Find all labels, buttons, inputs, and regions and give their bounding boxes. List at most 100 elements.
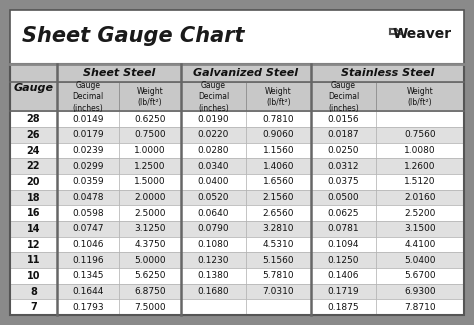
- Text: 5.0400: 5.0400: [404, 256, 436, 265]
- FancyBboxPatch shape: [57, 299, 119, 315]
- Text: 26: 26: [27, 130, 40, 140]
- Text: Gauge
Decimal
(inches): Gauge Decimal (inches): [73, 81, 104, 113]
- Text: 0.1380: 0.1380: [198, 271, 229, 280]
- Text: 0.1875: 0.1875: [328, 303, 359, 312]
- FancyBboxPatch shape: [10, 299, 57, 315]
- Text: 0.0640: 0.0640: [198, 209, 229, 218]
- FancyBboxPatch shape: [376, 284, 464, 299]
- Text: 1.1560: 1.1560: [263, 146, 294, 155]
- Text: 0.0220: 0.0220: [198, 130, 229, 139]
- FancyBboxPatch shape: [246, 190, 311, 205]
- FancyBboxPatch shape: [246, 268, 311, 284]
- Text: 0.1644: 0.1644: [73, 287, 104, 296]
- Text: 1.4060: 1.4060: [263, 162, 294, 171]
- Text: 0.0187: 0.0187: [328, 130, 359, 139]
- FancyBboxPatch shape: [57, 111, 119, 127]
- FancyBboxPatch shape: [181, 64, 311, 83]
- Text: 0.0312: 0.0312: [328, 162, 359, 171]
- Text: 2.5200: 2.5200: [404, 209, 436, 218]
- Text: 4.5310: 4.5310: [263, 240, 294, 249]
- Text: 0.0790: 0.0790: [198, 224, 229, 233]
- Text: 0.0478: 0.0478: [72, 193, 104, 202]
- Text: 16: 16: [27, 208, 40, 218]
- Text: Weight
(lb/ft²): Weight (lb/ft²): [137, 87, 164, 107]
- FancyBboxPatch shape: [376, 158, 464, 174]
- FancyBboxPatch shape: [311, 64, 464, 83]
- FancyBboxPatch shape: [57, 127, 119, 143]
- FancyBboxPatch shape: [376, 127, 464, 143]
- Text: 0.0375: 0.0375: [328, 177, 359, 186]
- Text: 0.0179: 0.0179: [72, 130, 104, 139]
- Text: Sheet Steel: Sheet Steel: [83, 68, 155, 78]
- Text: 4.4100: 4.4100: [404, 240, 436, 249]
- FancyBboxPatch shape: [311, 190, 376, 205]
- FancyBboxPatch shape: [376, 143, 464, 158]
- Text: 0.7810: 0.7810: [263, 115, 294, 124]
- Text: Gauge: Gauge: [13, 83, 54, 93]
- Text: 0.0625: 0.0625: [328, 209, 359, 218]
- Text: 6.8750: 6.8750: [134, 287, 166, 296]
- FancyBboxPatch shape: [376, 221, 464, 237]
- Text: 2.0000: 2.0000: [134, 193, 166, 202]
- FancyBboxPatch shape: [119, 268, 181, 284]
- FancyBboxPatch shape: [311, 268, 376, 284]
- FancyBboxPatch shape: [181, 111, 246, 127]
- Text: 0.1719: 0.1719: [328, 287, 359, 296]
- Text: 0.1080: 0.1080: [198, 240, 229, 249]
- FancyBboxPatch shape: [57, 64, 181, 83]
- Text: 0.6250: 0.6250: [134, 115, 166, 124]
- Text: 7: 7: [30, 302, 37, 312]
- Text: 5.6700: 5.6700: [404, 271, 436, 280]
- FancyBboxPatch shape: [181, 158, 246, 174]
- FancyBboxPatch shape: [181, 190, 246, 205]
- FancyBboxPatch shape: [119, 252, 181, 268]
- Text: 3.1250: 3.1250: [134, 224, 166, 233]
- FancyBboxPatch shape: [119, 284, 181, 299]
- FancyBboxPatch shape: [10, 64, 57, 111]
- Text: 11: 11: [27, 255, 40, 265]
- Text: 0.1046: 0.1046: [72, 240, 104, 249]
- Text: 5.7810: 5.7810: [263, 271, 294, 280]
- FancyBboxPatch shape: [181, 268, 246, 284]
- FancyBboxPatch shape: [311, 205, 376, 221]
- FancyBboxPatch shape: [10, 190, 57, 205]
- Text: 1.0000: 1.0000: [134, 146, 166, 155]
- FancyBboxPatch shape: [246, 252, 311, 268]
- Text: 10: 10: [27, 271, 40, 281]
- FancyBboxPatch shape: [10, 127, 57, 143]
- Text: 0.0250: 0.0250: [328, 146, 359, 155]
- FancyBboxPatch shape: [57, 284, 119, 299]
- FancyBboxPatch shape: [10, 284, 57, 299]
- FancyBboxPatch shape: [311, 221, 376, 237]
- FancyBboxPatch shape: [119, 299, 181, 315]
- FancyBboxPatch shape: [119, 190, 181, 205]
- Text: 0.1406: 0.1406: [328, 271, 359, 280]
- Text: Weight
(lb/ft²): Weight (lb/ft²): [265, 87, 292, 107]
- FancyBboxPatch shape: [311, 83, 376, 111]
- Text: 7.8710: 7.8710: [404, 303, 436, 312]
- Text: 2.5000: 2.5000: [134, 209, 166, 218]
- Text: 3.2810: 3.2810: [263, 224, 294, 233]
- FancyBboxPatch shape: [57, 205, 119, 221]
- FancyBboxPatch shape: [376, 252, 464, 268]
- FancyBboxPatch shape: [376, 268, 464, 284]
- FancyBboxPatch shape: [376, 299, 464, 315]
- FancyBboxPatch shape: [57, 190, 119, 205]
- FancyBboxPatch shape: [181, 127, 246, 143]
- FancyBboxPatch shape: [57, 252, 119, 268]
- FancyBboxPatch shape: [10, 252, 57, 268]
- Text: 1.5000: 1.5000: [134, 177, 166, 186]
- Text: 0.0280: 0.0280: [198, 146, 229, 155]
- FancyBboxPatch shape: [311, 158, 376, 174]
- Text: 5.0000: 5.0000: [134, 256, 166, 265]
- FancyBboxPatch shape: [181, 83, 246, 111]
- Text: 0.0359: 0.0359: [72, 177, 104, 186]
- Text: 14: 14: [27, 224, 40, 234]
- FancyBboxPatch shape: [246, 174, 311, 190]
- FancyBboxPatch shape: [119, 174, 181, 190]
- FancyBboxPatch shape: [10, 205, 57, 221]
- FancyBboxPatch shape: [57, 237, 119, 252]
- Text: 1.6560: 1.6560: [263, 177, 294, 186]
- FancyBboxPatch shape: [181, 237, 246, 252]
- FancyBboxPatch shape: [10, 158, 57, 174]
